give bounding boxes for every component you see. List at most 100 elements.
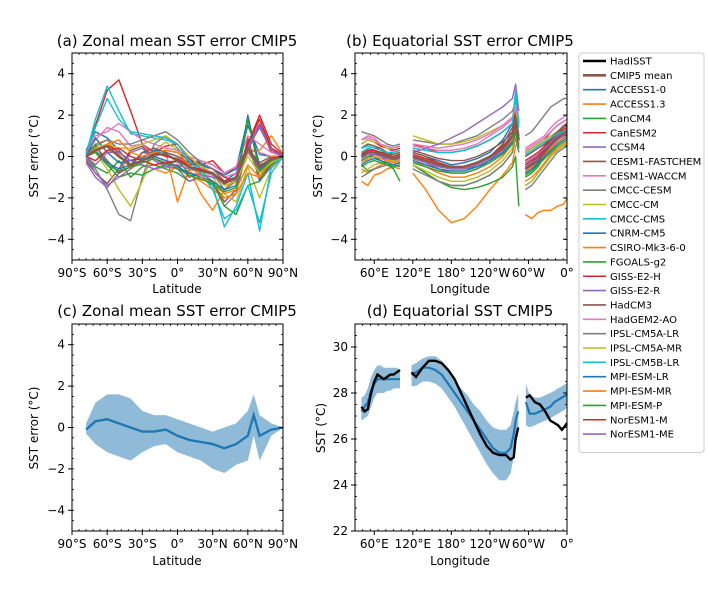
x-tick-label: 30°S (128, 537, 157, 551)
series-line-HadCM3 (524, 124, 567, 158)
legend-label: ACCESS1-0 (610, 85, 666, 96)
series-line-MPI-ESM-P (85, 118, 283, 193)
series-line-IPSL-CM5A-MR (412, 133, 520, 182)
legend-entry: IPSL-CM5B-LR (583, 358, 679, 369)
legend-label: HadCM3 (610, 300, 652, 311)
panel-d-plot: 60°E 120°E 180° 120°W 60°W 0° 22 24 26 28 30 (333, 323, 574, 551)
y-tick-label: 2 (340, 108, 348, 122)
series-line-NorESM1-M (361, 149, 401, 158)
series-line-NorESM1-ME (85, 126, 283, 185)
series-line-HadCM3 (361, 143, 401, 156)
legend-label: NorESM1-M (610, 415, 668, 426)
series-line-IPSL-CM5B-LR (361, 145, 401, 154)
panel-c-title: (c) Zonal mean SST error CMIP5 (57, 302, 297, 320)
legend-entry: NorESM1-ME (583, 430, 674, 441)
series-line-HadGEM2-AO (524, 118, 567, 151)
series-line-CSIRO-Mk3-6-0 (524, 141, 567, 182)
x-tick-label: 90°S (58, 537, 87, 551)
legend-entry: CCSM4 (583, 143, 645, 154)
series-line-IPSL-CM5A-MR (85, 135, 283, 187)
series-line-MPI-ESM-MR (361, 155, 401, 164)
series-line-MPI-ESM-LR (361, 157, 401, 166)
series-line-ACCESS1.3 (412, 139, 520, 224)
series-line-CMIP5 mean (524, 130, 567, 170)
x-tick-label: 0° (560, 266, 574, 280)
legend-entry: MPI-ESM-P (583, 401, 662, 412)
panel-a-xlabel: Latitude (152, 282, 201, 296)
y-tick-label: 26 (333, 432, 348, 446)
legend-entry: CESM1-FASTCHEM (583, 157, 701, 168)
legend-label: CMCC-CM (610, 200, 659, 211)
legend-entry: CanESM2 (583, 128, 657, 139)
series-line-MPI-ESM-MR (524, 135, 567, 172)
legend-entry: HadGEM2-AO (583, 315, 677, 326)
panel-b-marks (360, 83, 567, 224)
legend-label: MPI-ESM-P (610, 401, 662, 412)
legend-entry: FGOALS-g2 (583, 257, 666, 268)
legend-label: GISS-E2-R (610, 286, 660, 297)
legend-entry: NorESM1-M (583, 415, 668, 426)
panel-a-ylabel: SST error (°C) (27, 115, 41, 198)
spread-band (525, 383, 567, 428)
y-tick-label: 2 (57, 379, 65, 393)
series-line-CMCC-CESM (412, 102, 520, 145)
x-tick-label: 180° (437, 537, 466, 551)
legend-label: CMCC-CMS (610, 214, 665, 225)
panel-a-title: (a) Zonal mean SST error CMIP5 (57, 32, 298, 50)
y-tick-label: 30 (333, 340, 348, 354)
legend-entry: ACCESS1.3 (583, 100, 666, 111)
legend-label: CMCC-CESM (610, 186, 671, 197)
y-tick-label: 0 (57, 421, 65, 435)
x-tick-label: 60°W (512, 266, 545, 280)
series-line-CMIP5 mean (85, 144, 283, 185)
legend-label: FGOALS-g2 (610, 257, 666, 268)
legend-label: HadISST (610, 57, 653, 68)
panel-b-xlabel: Longitude (430, 282, 490, 296)
legend-entry: CSIRO-Mk3-6-0 (583, 243, 686, 254)
series-line-IPSL-CM5B-LR (524, 129, 567, 155)
x-tick-label: 120°E (395, 266, 432, 280)
legend-label: CCSM4 (610, 143, 645, 154)
x-tick-label: 60°S (93, 537, 122, 551)
series-line-MPI-ESM-P (412, 131, 520, 174)
series-line-IPSL-CM5A-LR (524, 145, 567, 191)
mean-line (85, 410, 283, 450)
legend-entry: CMIP5 mean (583, 71, 673, 82)
x-tick-label: 90°N (268, 266, 298, 280)
y-tick-label: 0 (57, 150, 65, 164)
x-tick-label: 60°W (512, 537, 545, 551)
legend-entry: GISS-E2-R (583, 286, 660, 297)
panel-b-plot: 60°E 120°E 180° 120°W 60°W 0° −4 −2 0 2 4 (330, 52, 574, 280)
legend-label: CESM1-WACCM (610, 171, 686, 182)
legend-entry: MPI-ESM-LR (583, 372, 669, 383)
x-tick-label: 30°N (198, 266, 228, 280)
legend-label: CESM1-FASTCHEM (610, 157, 701, 168)
panel-d-title: (d) Equatorial SST CMIP5 (367, 302, 554, 320)
y-tick-label: −2 (47, 191, 65, 205)
series-line-HadGEM2-AO (361, 137, 401, 149)
x-tick-label: 90°N (268, 537, 298, 551)
y-tick-label: 2 (57, 108, 65, 122)
panel-c-ylabel: SST error (°C) (27, 387, 41, 470)
series-line-GISS-E2-R (85, 122, 283, 187)
legend-entry: CanCM4 (583, 114, 651, 125)
y-tick-label: −2 (47, 462, 65, 476)
legend-label: CanESM2 (610, 128, 657, 139)
x-tick-label: 60°E (360, 537, 389, 551)
panel-d: (d) Equatorial SST CMIP5 60°E 120°E 180° 12… (314, 302, 574, 568)
hadisst-line (410, 359, 520, 462)
hadisst-line (360, 369, 401, 414)
panel-c-xlabel: Latitude (152, 554, 201, 568)
legend-entry: IPSL-CM5A-MR (583, 344, 682, 355)
panel-c-marks (85, 394, 283, 473)
legend-label: ACCESS1.3 (610, 100, 666, 111)
legend: HadISST CMIP5 mean ACCESS1-0 ACCESS1.3 CanCM… (578, 52, 705, 453)
panel-a-marks (85, 79, 283, 232)
series-line-IPSL-CM5A-LR (412, 137, 520, 187)
legend-entry: CMCC-CMS (583, 214, 665, 225)
series-line-CMCC-CESM (524, 97, 567, 137)
y-tick-label: −2 (330, 191, 348, 205)
legend-label: NorESM1-ME (610, 430, 674, 441)
x-tick-label: 90°S (58, 266, 87, 280)
